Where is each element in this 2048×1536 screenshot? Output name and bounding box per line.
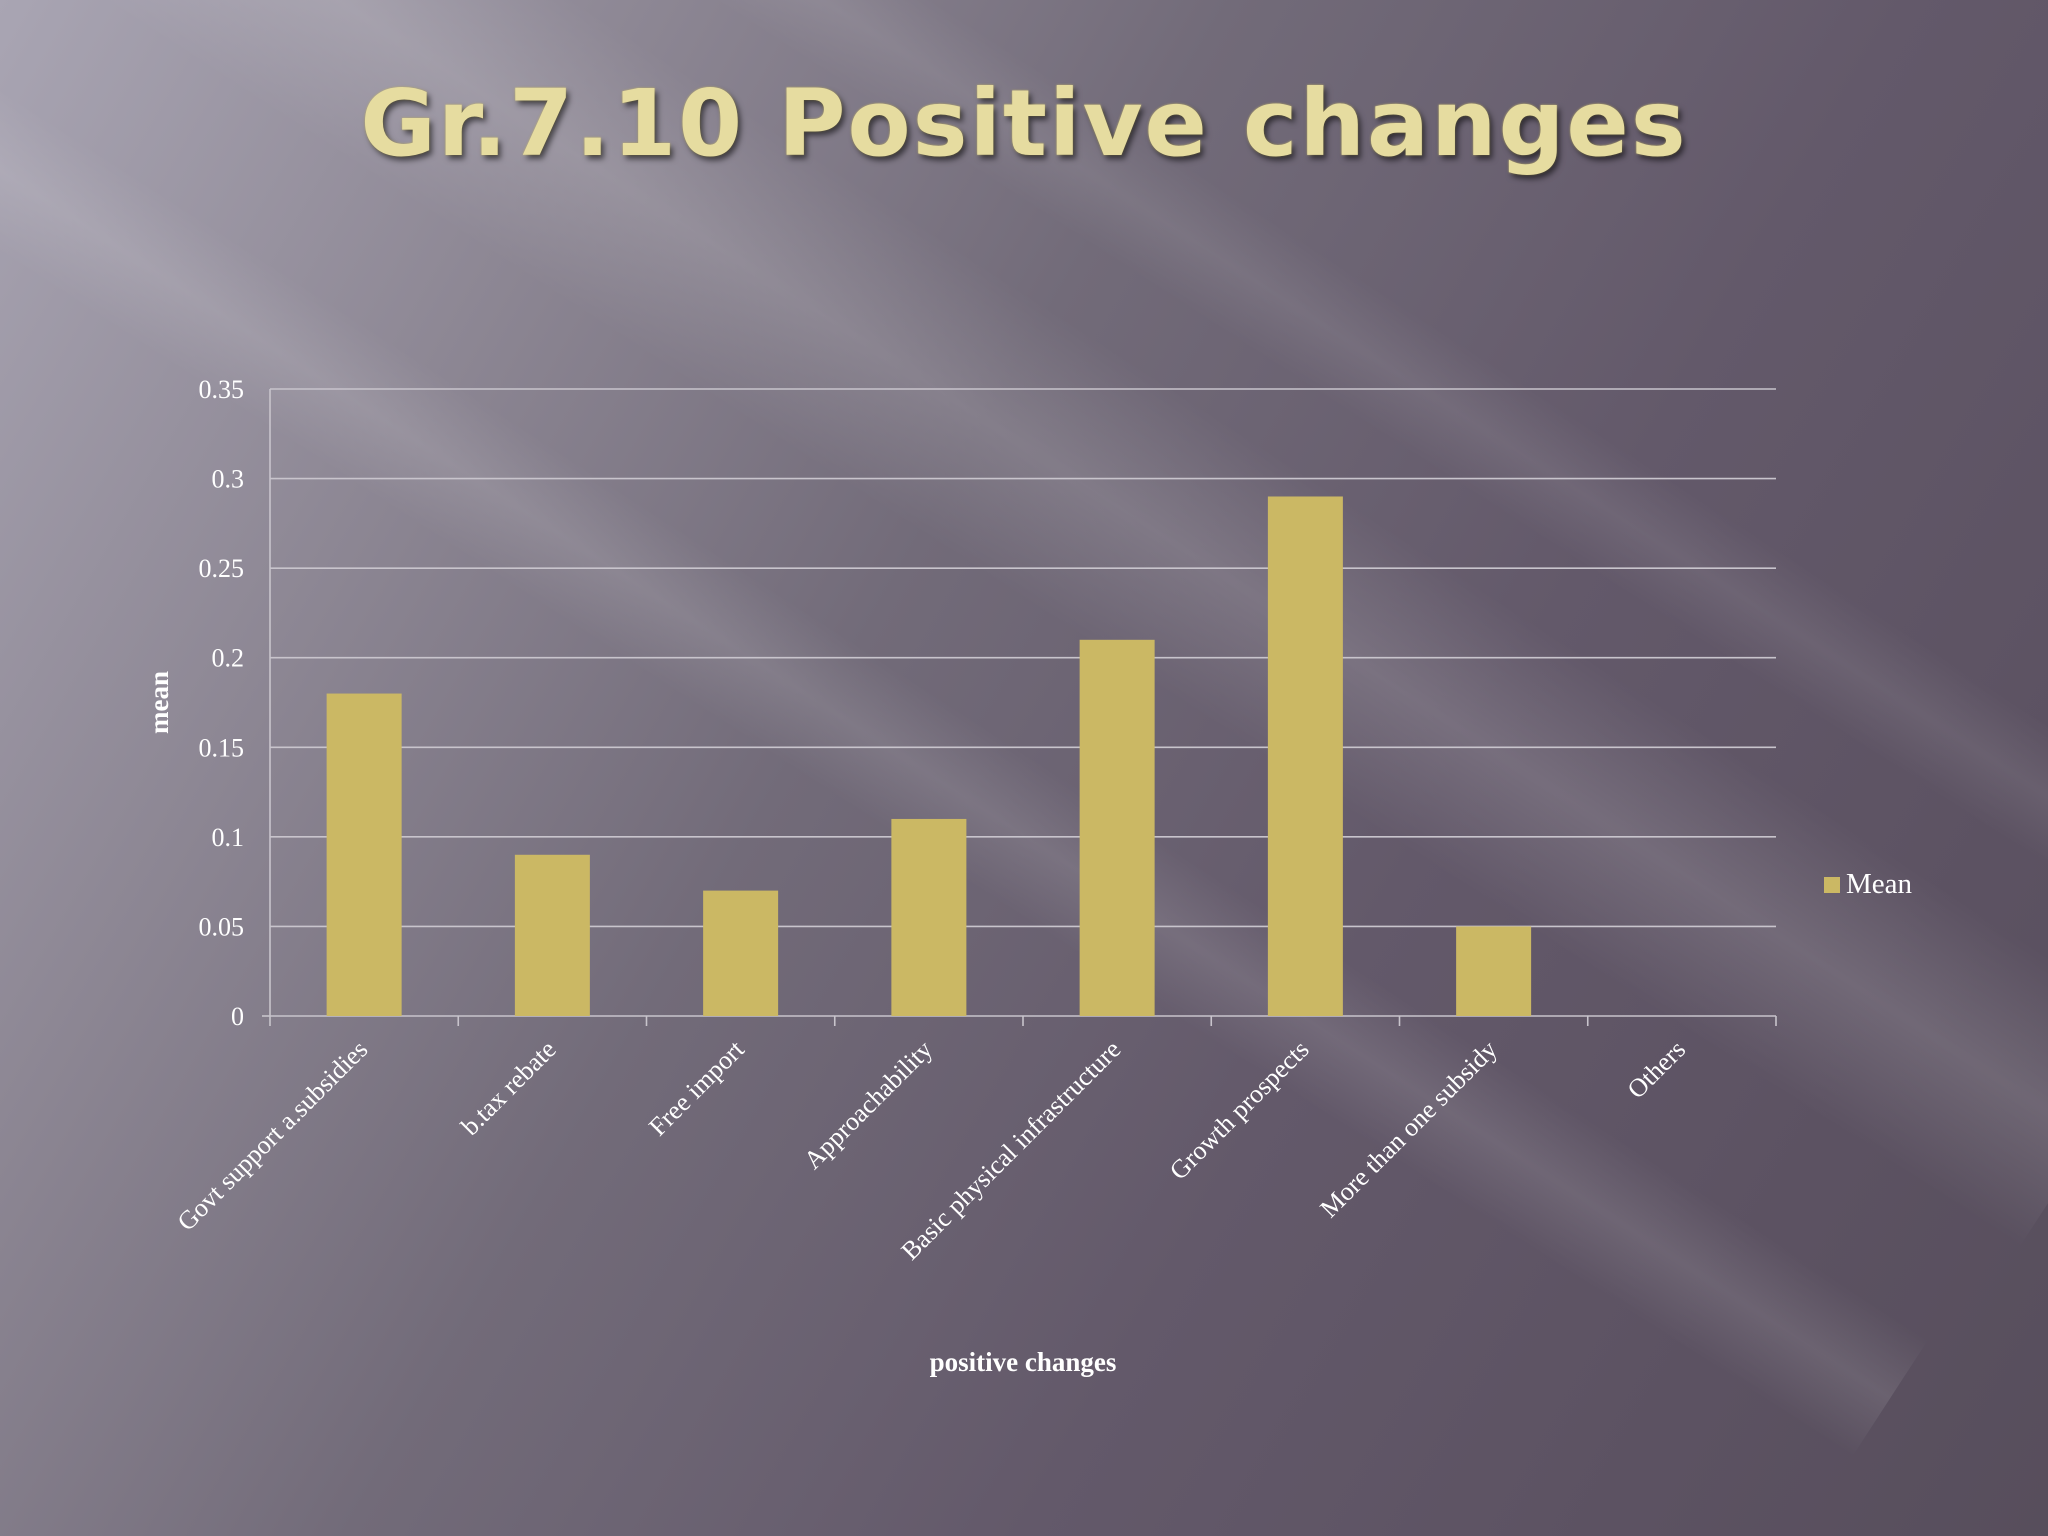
y-tick-label: 0.3 [212, 465, 245, 494]
x-tick-label: Free import [643, 1034, 750, 1141]
x-tick-label: Basic physical infrastructure [896, 1035, 1127, 1266]
x-tick-label: Govt support a.subsidies [172, 1035, 374, 1237]
bar [514, 854, 590, 1016]
bar [1267, 496, 1343, 1016]
y-tick-label: 0.1 [212, 823, 245, 852]
legend-label: Mean [1846, 868, 1913, 900]
bar [1456, 926, 1532, 1016]
bar [1079, 639, 1155, 1016]
bar [703, 890, 779, 1016]
x-tick-label: More than one subsidy [1314, 1035, 1503, 1224]
slide-title: Gr.7.10 Positive changes [360, 70, 1688, 177]
y-tick-label: 0.05 [199, 912, 245, 941]
bar [326, 693, 402, 1016]
y-tick-label: 0.35 [199, 375, 245, 404]
x-axis-title: positive changes [930, 1347, 1117, 1377]
y-tick-label: 0.25 [199, 554, 245, 583]
y-tick-label: 0.2 [212, 644, 245, 673]
legend-swatch [1824, 876, 1840, 893]
x-tick-label: Approachability [798, 1035, 938, 1175]
bar [891, 818, 967, 1016]
legend: Mean [1824, 868, 1912, 901]
y-tick-label: 0.15 [199, 733, 245, 762]
x-tick-label: Others [1622, 1035, 1692, 1105]
y-tick-label: 0 [231, 1002, 244, 1031]
x-tick-label: b.tax rebate [455, 1035, 561, 1141]
x-tick-label: Growth prospects [1164, 1035, 1315, 1186]
y-axis-title: mean [144, 671, 174, 734]
